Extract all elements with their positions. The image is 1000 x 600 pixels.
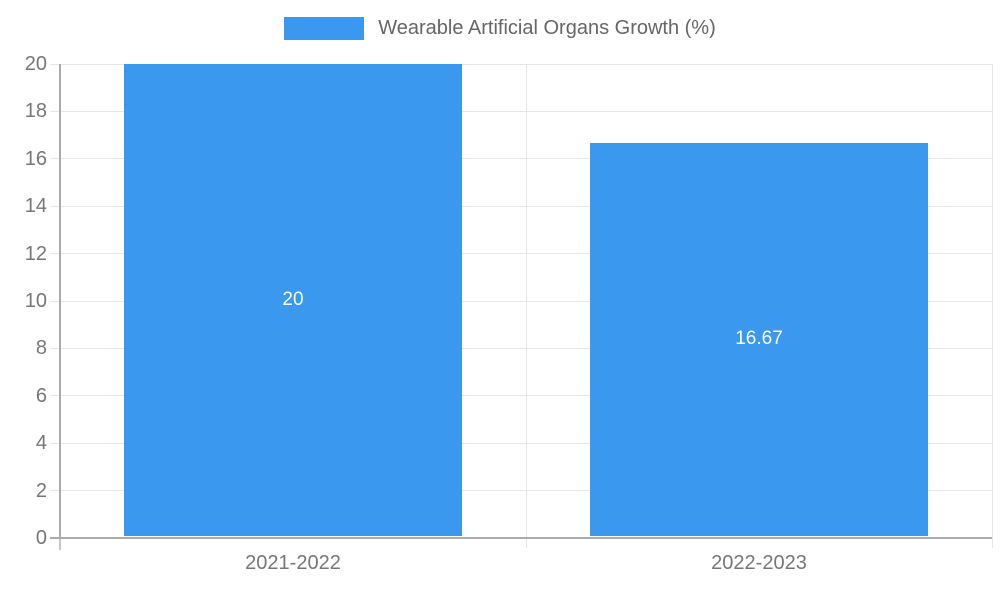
x-tick-label: 2021-2022 <box>245 552 341 574</box>
y-tick-label: 10 <box>24 290 47 312</box>
bar[interactable] <box>124 64 462 536</box>
y-tick-label: 0 <box>35 527 47 549</box>
legend-swatch <box>284 17 365 40</box>
bar[interactable] <box>590 142 928 536</box>
legend-label: Wearable Artificial Organs Growth (%) <box>378 17 716 39</box>
y-tick-label: 2 <box>35 479 47 502</box>
y-tick-label: 16 <box>24 147 47 170</box>
y-gridline <box>50 395 992 397</box>
y-gridline <box>50 253 992 255</box>
y-tick-label: 8 <box>35 337 47 360</box>
y-gridline <box>50 205 992 207</box>
y-tick-label: 14 <box>24 195 47 218</box>
y-gridline <box>50 110 992 112</box>
bar-value-label: 16.67 <box>735 328 783 350</box>
y-tick-label: 12 <box>24 242 47 265</box>
y-tick-label: 20 <box>24 53 47 75</box>
y-gridline <box>50 442 992 444</box>
x-gridline <box>525 64 527 548</box>
bar-value-label: 20 <box>282 289 304 310</box>
y-tick-label: 18 <box>24 100 47 123</box>
y-gridline <box>50 300 992 302</box>
x-axis-line <box>50 537 992 539</box>
x-tick-label: 2022-2023 <box>711 552 807 574</box>
y-tick-label: 6 <box>35 384 47 407</box>
y-gridline <box>50 490 992 492</box>
y-tick-label: 4 <box>35 432 47 455</box>
y-axis-line <box>59 64 61 538</box>
y-gridline <box>50 347 992 349</box>
chart-legend[interactable]: Wearable Artificial Organs Growth (%) <box>0 17 1000 40</box>
x-tickmark-left <box>59 538 61 550</box>
x-gridline <box>991 64 993 548</box>
y-gridline <box>50 63 992 65</box>
y-gridline <box>50 158 992 160</box>
